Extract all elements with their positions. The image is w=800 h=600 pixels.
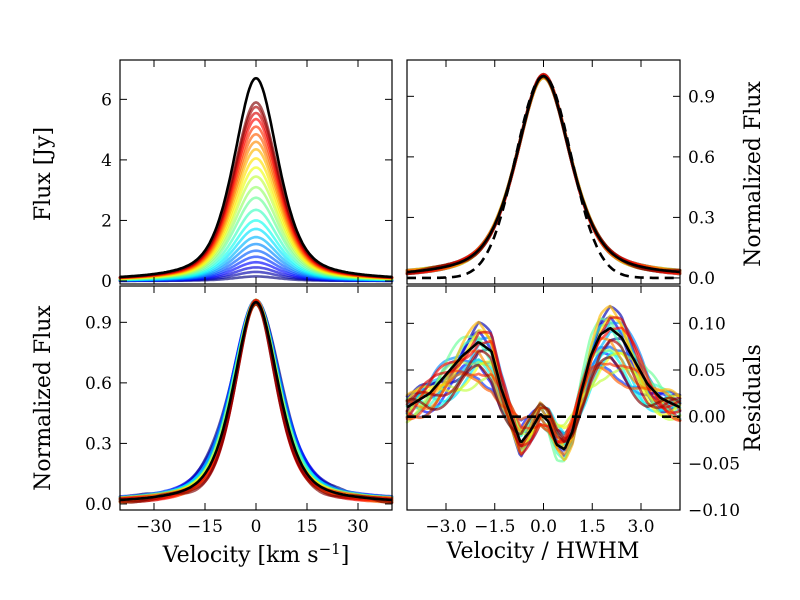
bl-series-1 xyxy=(118,298,394,500)
tr-series-13 xyxy=(405,74,682,276)
br-ytick-label-2: 0.00 xyxy=(688,408,726,428)
ylabel-tl: Flux [Jy] xyxy=(31,127,56,221)
bl-xtick-label-0: −30 xyxy=(136,517,172,537)
tr-series-14 xyxy=(405,75,682,275)
bl-series-5 xyxy=(118,303,394,503)
tr-series-7 xyxy=(405,76,682,273)
br-xtick-label-1: −1.5 xyxy=(474,517,515,537)
tr-series-10 xyxy=(405,73,682,276)
ylabel-bl: Normalized Flux xyxy=(31,305,56,491)
bl-ytick-label-1: 0.3 xyxy=(85,434,112,454)
bl-xtick-label-1: −15 xyxy=(187,517,223,537)
bl-series-20 xyxy=(118,298,394,502)
tl-series-12 xyxy=(118,185,394,281)
tr-series-15 xyxy=(405,76,682,274)
br-series-18 xyxy=(405,366,682,445)
tl-ytick-label-1: 2 xyxy=(101,211,112,231)
bl-ytick-label-0: 0.0 xyxy=(85,495,112,515)
br-xtick-label-3: 1.5 xyxy=(579,517,606,537)
tr-ytick-label-2: 0.6 xyxy=(688,148,715,168)
tr-mean-line xyxy=(406,74,681,274)
tr-series-12 xyxy=(405,73,682,275)
ylabel-tr: Normalized Flux xyxy=(741,81,766,267)
bl-xtick-label-2: 0 xyxy=(251,517,262,537)
tr-series-22 xyxy=(405,74,682,276)
panel-top-right-normalized: 0.0 0.3 0.6 0.9 xyxy=(405,59,715,289)
tr-ytick-label-3: 0.9 xyxy=(688,87,715,107)
panel-bottom-right-residuals: −3.0 −1.5 0.0 1.5 3.0 −0.10 −0.05 0.00 0.05 0.10 xyxy=(405,285,740,537)
br-ytick-label-1: −0.05 xyxy=(688,454,740,474)
tr-series-16 xyxy=(405,76,682,273)
bl-series-22 xyxy=(118,300,394,504)
tl-ytick-label-0: 0 xyxy=(101,272,112,292)
panel-bottom-left-normalized: −30 −15 0 15 30 0.0 0.3 0.6 0.9 xyxy=(85,285,394,537)
bl-series-4 xyxy=(118,302,394,503)
tr-series-21 xyxy=(405,73,682,275)
bl-series-21 xyxy=(118,298,394,502)
tl-ytick-label-2: 4 xyxy=(101,151,112,171)
bl-xtick-label-3: 15 xyxy=(296,517,318,537)
bl-series-15 xyxy=(118,299,394,502)
bl-series-16 xyxy=(118,301,394,504)
tr-frame xyxy=(406,59,681,285)
br-ytick-label-3: 0.05 xyxy=(688,361,726,381)
tr-series-2 xyxy=(405,72,682,275)
bl-ytick-label-2: 0.6 xyxy=(85,374,112,394)
tr-series-23 xyxy=(405,75,682,275)
br-xtick-label-2: 0.0 xyxy=(530,517,557,537)
br-frame xyxy=(406,285,681,511)
bl-mean-line xyxy=(119,300,393,502)
tr-series-5 xyxy=(405,75,682,275)
tr-series-3 xyxy=(405,73,682,275)
ylabel-br: Residuals xyxy=(741,344,766,452)
tr-series-9 xyxy=(405,74,682,276)
bl-series-23 xyxy=(118,302,394,505)
bl-ytick-label-3: 0.9 xyxy=(85,313,112,333)
tr-series-17 xyxy=(405,76,682,275)
bl-series-6 xyxy=(118,301,394,503)
br-ytick-label-4: 0.10 xyxy=(688,314,726,334)
xlabel-bl: Velocity [km s−1] xyxy=(162,540,350,568)
bl-series-9 xyxy=(118,299,394,502)
bl-series-10 xyxy=(118,302,394,504)
bl-frame xyxy=(119,285,393,511)
br-series-23 xyxy=(405,356,682,443)
bl-series-3 xyxy=(118,300,394,502)
br-ytick-label-0: −0.10 xyxy=(688,501,740,521)
panel-top-left-flux: 0 2 4 6 xyxy=(101,59,394,292)
bl-series-14 xyxy=(118,298,394,501)
tl-series-21 xyxy=(118,111,394,279)
tr-ytick-label-0: 0.0 xyxy=(688,269,715,289)
bl-series-13 xyxy=(118,299,394,502)
bl-series-7 xyxy=(118,299,394,501)
tr-series-18 xyxy=(405,74,682,276)
bl-series-12 xyxy=(118,302,394,504)
br-xtick-label-0: −3.0 xyxy=(425,517,466,537)
xlabel-br: Velocity / HWHM xyxy=(446,539,640,564)
tr-gaussian-dashed xyxy=(407,74,680,280)
bl-series-18 xyxy=(118,302,394,504)
tl-frame xyxy=(119,59,393,285)
tr-ytick-label-1: 0.3 xyxy=(688,208,715,228)
bl-series-8 xyxy=(118,298,394,500)
tl-mean-line xyxy=(119,76,393,279)
bl-series-17 xyxy=(118,303,394,504)
br-xtick-label-4: 3.0 xyxy=(627,517,654,537)
bl-series-19 xyxy=(118,300,394,503)
tr-series-11 xyxy=(405,72,682,275)
bl-series-0 xyxy=(118,300,394,502)
tr-series-8 xyxy=(405,76,682,275)
tr-series-19 xyxy=(405,73,682,276)
bl-xtick-label-4: 30 xyxy=(347,517,369,537)
tr-series-1 xyxy=(405,73,682,276)
tr-series-0 xyxy=(405,74,682,276)
bl-series-11 xyxy=(118,303,394,503)
tl-ytick-label-3: 6 xyxy=(101,90,112,110)
tr-series-6 xyxy=(405,76,682,274)
tr-series-20 xyxy=(405,72,682,275)
bl-series-2 xyxy=(118,298,394,500)
tr-series-4 xyxy=(405,74,682,276)
